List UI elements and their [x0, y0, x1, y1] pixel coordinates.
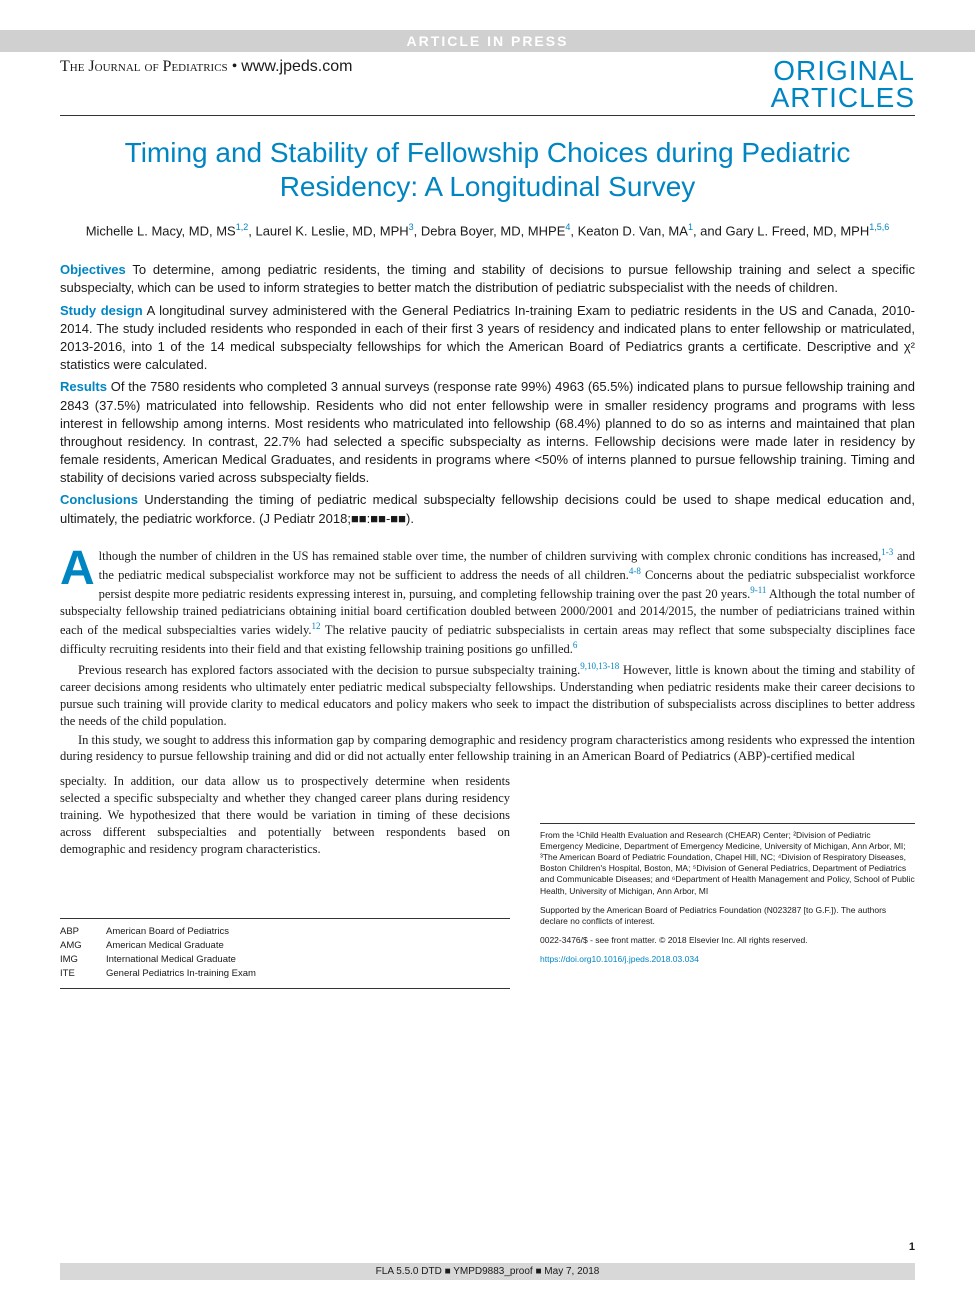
- body-text: Although the number of children in the U…: [60, 546, 915, 765]
- column-left: specialty. In addition, our data allow u…: [60, 773, 510, 988]
- body-p2: Previous research has explored factors a…: [60, 660, 915, 730]
- body-p1-text: lthough the number of children in the US…: [60, 549, 915, 656]
- article-type-line1: ORIGINAL: [771, 58, 915, 85]
- article-type: ORIGINAL ARTICLES: [771, 58, 915, 111]
- affiliations-box: From the ¹Child Health Evaluation and Re…: [540, 823, 915, 964]
- abbrev-row: AMG American Medical Graduate: [60, 939, 510, 953]
- abstract: Objectives To determine, among pediatric…: [60, 261, 915, 528]
- page-number: 1: [909, 1241, 915, 1253]
- abbrev-val: International Medical Graduate: [106, 953, 236, 967]
- two-column-section: specialty. In addition, our data allow u…: [60, 773, 915, 988]
- journal-url: www.jpeds.com: [241, 58, 352, 75]
- abbrev-key: ITE: [60, 967, 92, 981]
- abs-label-study-design: Study design: [60, 303, 143, 318]
- abbrev-row: IMG International Medical Graduate: [60, 953, 510, 967]
- abbreviations-table: ABP American Board of Pediatrics AMG Ameri…: [60, 918, 510, 989]
- doi-link[interactable]: https://doi.org10.1016/j.jpeds.2018.03.0…: [540, 954, 915, 965]
- body-p1: Although the number of children in the U…: [60, 546, 915, 658]
- abs-text-results: Of the 7580 residents who completed 3 an…: [60, 379, 915, 485]
- abs-text-objectives: To determine, among pediatric residents,…: [60, 262, 915, 295]
- abbrev-val: American Medical Graduate: [106, 939, 224, 953]
- funding-text: Supported by the American Board of Pedia…: [540, 905, 915, 927]
- article-type-line2: ARTICLES: [771, 85, 915, 112]
- abstract-study-design: Study design A longitudinal survey admin…: [60, 302, 915, 375]
- abstract-conclusions: Conclusions Understanding the timing of …: [60, 491, 915, 527]
- abbrev-key: ABP: [60, 925, 92, 939]
- abs-label-objectives: Objectives: [60, 262, 126, 277]
- abbrev-key: AMG: [60, 939, 92, 953]
- bullet: •: [232, 58, 242, 75]
- copyright-text: 0022-3476/$ - see front matter. © 2018 E…: [540, 935, 915, 946]
- abbrev-key: IMG: [60, 953, 92, 967]
- abstract-results: Results Of the 7580 residents who comple…: [60, 378, 915, 487]
- footer-bar: FLA 5.5.0 DTD ■ YMPD9883_proof ■ May 7, …: [60, 1263, 915, 1280]
- abstract-objectives: Objectives To determine, among pediatric…: [60, 261, 915, 297]
- column-right: From the ¹Child Health Evaluation and Re…: [540, 773, 915, 988]
- affiliations-text: From the ¹Child Health Evaluation and Re…: [540, 830, 915, 896]
- article-in-press-banner: ARTICLE IN PRESS: [0, 30, 975, 52]
- abs-text-study-design: A longitudinal survey administered with …: [60, 303, 915, 373]
- abs-label-results: Results: [60, 379, 107, 394]
- abs-text-conclusions: Understanding the timing of pediatric me…: [60, 492, 915, 525]
- article-title: Timing and Stability of Fellowship Choic…: [60, 136, 915, 203]
- abbrev-row: ABP American Board of Pediatrics: [60, 925, 510, 939]
- journal-name: The Journal of Pediatrics: [60, 58, 228, 75]
- abbrev-val: American Board of Pediatrics: [106, 925, 229, 939]
- dropcap: A: [60, 546, 99, 588]
- abs-label-conclusions: Conclusions: [60, 492, 138, 507]
- body-p3: In this study, we sought to address this…: [60, 732, 915, 766]
- page-header: The Journal of Pediatrics • www.jpeds.co…: [60, 58, 915, 116]
- body-p3b: specialty. In addition, our data allow u…: [60, 773, 510, 857]
- journal-name-block: The Journal of Pediatrics • www.jpeds.co…: [60, 58, 352, 76]
- author-list: Michelle L. Macy, MD, MS1,2, Laurel K. L…: [60, 221, 915, 241]
- abbrev-val: General Pediatrics In-training Exam: [106, 967, 256, 981]
- abbrev-row: ITE General Pediatrics In-training Exam: [60, 967, 510, 981]
